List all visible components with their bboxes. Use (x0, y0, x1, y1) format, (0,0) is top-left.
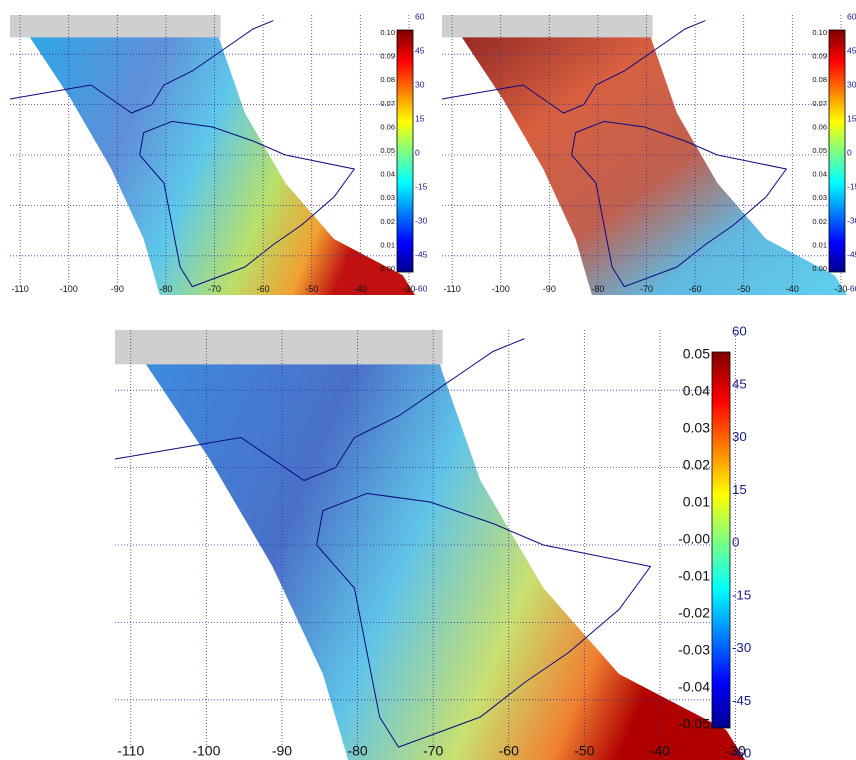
longitude-label: -40 (354, 284, 367, 294)
colorbar-label: 0.09 (380, 52, 395, 61)
map-panel: -110 -100 -90 -80 -70 -60 -50 -40 -30 0.10 0.09 0.0… (10, 11, 428, 295)
colorbar-label: 0.04 (683, 383, 710, 399)
latitude-label: 45 (415, 45, 425, 55)
colorbar-label: -0.05 (678, 716, 710, 732)
colorbar-label: 0.06 (380, 122, 395, 131)
colorbar-label: 0.05 (380, 146, 395, 155)
latitude-label: -45 (847, 249, 856, 259)
latitude-label: -15 (732, 587, 751, 602)
latitude-label: 60 (732, 324, 747, 339)
longitude-label: -80 (159, 284, 172, 294)
latitude-label: -15 (415, 181, 428, 191)
latitude-label: -45 (415, 249, 428, 259)
latitude-label: -60 (847, 283, 856, 293)
latitude-label: -30 (847, 215, 856, 225)
colorbar-label: 0.04 (812, 170, 827, 179)
latitude-label: -30 (415, 215, 428, 225)
colorbar-label: -0.03 (678, 642, 710, 658)
latitude-label: 0 (847, 147, 852, 157)
latitude-label: 0 (415, 147, 420, 157)
longitude-label: -70 (640, 284, 653, 294)
longitude-label: -60 (257, 284, 270, 294)
longitude-label: -40 (650, 742, 670, 758)
longitude-label: -30 (834, 284, 847, 294)
colorbar-label: -0.02 (678, 605, 710, 621)
longitude-label: -100 (60, 284, 78, 294)
no-data-strip (10, 15, 221, 37)
longitude-label: -90 (543, 284, 556, 294)
longitude-label: -60 (689, 284, 702, 294)
latitude-label: 60 (847, 11, 856, 21)
latitude-label: 15 (847, 113, 856, 123)
colorbar-label: -0.01 (678, 568, 710, 584)
colorbar-label: 0.09 (812, 52, 827, 61)
colorbar-label: 0.08 (812, 75, 827, 84)
latitude-label: 0 (732, 535, 739, 550)
longitude-label: -90 (272, 742, 292, 758)
latitude-label: 30 (847, 79, 856, 89)
longitude-label: -80 (591, 284, 604, 294)
longitude-label: -50 (737, 284, 750, 294)
colorbar-label: -0.00 (678, 531, 710, 547)
latitude-label: 45 (847, 45, 856, 55)
latitude-label: 30 (415, 79, 425, 89)
colorbar-label: 0.10 (380, 28, 395, 37)
longitude-label: -50 (305, 284, 318, 294)
colorbar-label: 0.07 (812, 99, 827, 108)
colorbar-label: 0.08 (380, 75, 395, 84)
colorbar-label: 0.03 (380, 193, 395, 202)
colorbar-label: 0.07 (380, 99, 395, 108)
latitude-label: 15 (415, 113, 425, 123)
longitude-label: -110 (117, 742, 144, 758)
latitude-label: -30 (732, 640, 751, 655)
longitude-label: -110 (11, 284, 28, 294)
colorbar-label: 0.02 (683, 457, 710, 473)
latitude-label: -60 (732, 746, 751, 760)
colorbar-label: 0.05 (812, 146, 827, 155)
map-panel: -110 -100 -90 -80 -70 -60 -50 -40 -30 0.05 0.04 0.0… (115, 324, 751, 760)
longitude-label: -30 (402, 284, 415, 294)
colorbar-label: -0.04 (678, 679, 710, 695)
colorbar-label: 0.01 (683, 494, 710, 510)
longitude-label: -40 (786, 284, 799, 294)
latitude-label: 60 (415, 11, 425, 21)
latitude-label: 45 (732, 376, 747, 391)
latitude-label: -60 (415, 283, 428, 293)
colorbar (397, 30, 413, 272)
figure: -110 -100 -90 -80 -70 -60 -50 -40 -30 0.10 0.09 0.0… (0, 0, 856, 760)
longitude-label: -60 (499, 742, 519, 758)
colorbar-label: 0.06 (812, 122, 827, 131)
colorbar (712, 352, 730, 728)
colorbar-label: 0.03 (683, 420, 710, 436)
colorbar-label: 0.03 (812, 193, 827, 202)
longitude-label: -100 (492, 284, 510, 294)
colorbar-label: 0.00 (380, 264, 395, 273)
longitude-label: -100 (192, 742, 220, 758)
colorbar-label: 0.04 (380, 170, 395, 179)
longitude-label: -70 (423, 742, 443, 758)
no-data-strip (442, 15, 653, 37)
colorbar-label: 0.10 (812, 28, 827, 37)
longitude-label: -80 (347, 742, 367, 758)
colorbar (829, 30, 845, 272)
latitude-label: 30 (732, 429, 747, 444)
no-data-strip (115, 330, 443, 364)
longitude-label: -70 (208, 284, 221, 294)
latitude-label: 15 (732, 482, 747, 497)
colorbar-label: 0.02 (380, 217, 395, 226)
latitude-label: -15 (847, 181, 856, 191)
longitude-label: -50 (574, 742, 594, 758)
colorbar-label: 0.01 (380, 240, 395, 249)
colorbar-label: 0.05 (683, 346, 710, 362)
colorbar-label: 0.01 (812, 240, 827, 249)
longitude-label: -110 (443, 284, 460, 294)
longitude-label: -90 (111, 284, 124, 294)
latitude-label: -45 (732, 693, 751, 708)
colorbar-label: 0.00 (812, 264, 827, 273)
colorbar-label: 0.02 (812, 217, 827, 226)
map-panel: -110 -100 -90 -80 -70 -60 -50 -40 -30 0.10 0.09 0.0… (442, 11, 856, 295)
